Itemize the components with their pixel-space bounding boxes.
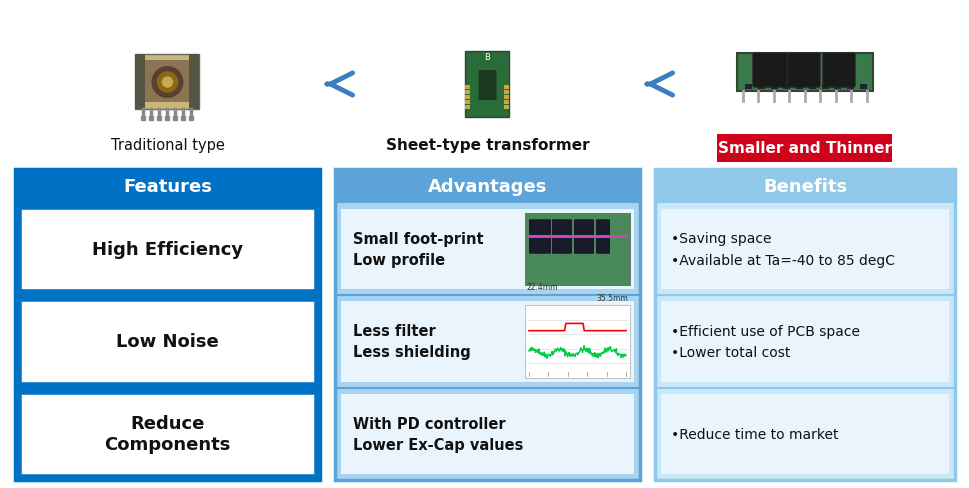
Bar <box>526 236 627 239</box>
Text: Benefits: Benefits <box>763 178 846 196</box>
Circle shape <box>151 67 183 99</box>
FancyBboxPatch shape <box>136 55 200 110</box>
Bar <box>465 101 470 105</box>
FancyBboxPatch shape <box>528 220 550 254</box>
Circle shape <box>163 78 172 88</box>
Bar <box>465 86 470 90</box>
FancyBboxPatch shape <box>465 52 509 118</box>
FancyBboxPatch shape <box>822 54 854 88</box>
Text: •Saving space
•Available at Ta=-40 to 85 degC: •Saving space •Available at Ta=-40 to 85… <box>671 232 894 267</box>
Bar <box>145 61 189 103</box>
FancyBboxPatch shape <box>717 135 891 163</box>
Bar <box>744 85 751 90</box>
FancyBboxPatch shape <box>787 54 819 88</box>
FancyBboxPatch shape <box>752 54 786 88</box>
Bar <box>504 91 509 95</box>
Bar <box>15 170 320 480</box>
Bar <box>15 170 320 480</box>
Text: Smaller and Thinner: Smaller and Thinner <box>717 141 891 156</box>
Bar <box>15 170 320 203</box>
Circle shape <box>157 73 177 93</box>
Text: Reduce
Components: Reduce Components <box>105 415 231 453</box>
Bar <box>769 85 777 90</box>
Text: High Efficiency: High Efficiency <box>92 241 243 259</box>
Bar <box>465 91 470 95</box>
Text: •Efficient use of PCB space
•Lower total cost: •Efficient use of PCB space •Lower total… <box>671 324 860 360</box>
Bar <box>341 302 634 382</box>
Bar <box>783 85 790 90</box>
FancyBboxPatch shape <box>23 396 312 472</box>
Text: •Reduce time to market: •Reduce time to market <box>671 427 837 441</box>
Text: Low Noise: Low Noise <box>116 333 219 351</box>
Text: Sheet-type transformer: Sheet-type transformer <box>386 138 589 153</box>
Text: Small foot-print
Low profile: Small foot-print Low profile <box>353 232 484 267</box>
Bar <box>465 96 470 100</box>
Bar <box>860 85 866 90</box>
Bar <box>136 55 145 110</box>
FancyBboxPatch shape <box>23 304 312 380</box>
Bar <box>524 305 629 378</box>
Bar <box>504 86 509 90</box>
Text: B: B <box>484 53 490 62</box>
Text: With PD controller
Lower Ex-Cap values: With PD controller Lower Ex-Cap values <box>353 416 523 452</box>
Text: Less filter
Less shielding: Less filter Less shielding <box>353 324 470 360</box>
FancyBboxPatch shape <box>524 214 629 286</box>
FancyBboxPatch shape <box>551 220 572 254</box>
Bar <box>821 85 828 90</box>
Bar <box>654 170 954 480</box>
Bar <box>796 85 802 90</box>
Bar <box>660 302 948 382</box>
FancyBboxPatch shape <box>478 71 496 101</box>
Bar <box>757 85 764 90</box>
Bar <box>660 209 948 290</box>
Bar <box>846 85 854 90</box>
FancyBboxPatch shape <box>574 220 593 254</box>
Bar <box>334 170 640 480</box>
FancyBboxPatch shape <box>23 212 312 288</box>
Bar <box>504 96 509 100</box>
FancyBboxPatch shape <box>736 54 872 92</box>
Bar <box>334 170 640 203</box>
Text: 22.4mm: 22.4mm <box>526 283 558 292</box>
Bar <box>341 209 634 290</box>
Bar <box>654 170 954 480</box>
Bar <box>334 170 640 480</box>
Text: 35.5mm: 35.5mm <box>596 294 627 303</box>
Bar <box>833 85 840 90</box>
Text: Features: Features <box>123 178 211 196</box>
Bar <box>465 106 470 110</box>
Bar <box>808 85 815 90</box>
Bar <box>341 394 634 474</box>
Bar <box>654 170 954 203</box>
Bar <box>504 106 509 110</box>
Text: Traditional type: Traditional type <box>110 138 224 153</box>
Text: Advantages: Advantages <box>427 178 547 196</box>
Bar <box>504 101 509 105</box>
Bar <box>189 55 200 110</box>
Bar <box>660 394 948 474</box>
FancyBboxPatch shape <box>595 220 610 254</box>
